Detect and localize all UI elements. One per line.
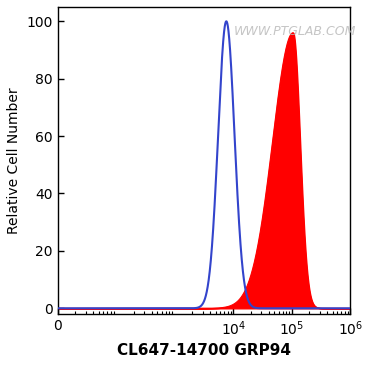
Text: WWW.PTGLAB.COM: WWW.PTGLAB.COM [233,24,356,38]
Y-axis label: Relative Cell Number: Relative Cell Number [7,87,21,234]
X-axis label: CL647-14700 GRP94: CL647-14700 GRP94 [117,343,291,358]
